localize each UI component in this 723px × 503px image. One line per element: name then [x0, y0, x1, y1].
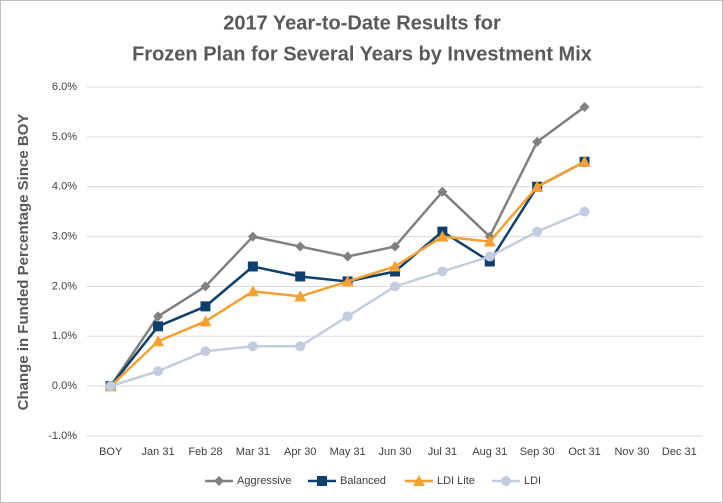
x-tick-label: Jun 30: [378, 446, 411, 458]
chart-title: 2017 Year-to-Date Results for: [223, 12, 501, 34]
data-point: [579, 206, 590, 217]
legend-label: Balanced: [340, 475, 386, 487]
data-point: [295, 341, 306, 352]
data-point: [247, 341, 258, 352]
data-point: [200, 301, 211, 312]
x-tick-label: Feb 28: [188, 446, 222, 458]
data-point: [389, 260, 401, 272]
data-point: [532, 136, 543, 147]
data-point: [200, 281, 211, 292]
data-point: [153, 311, 164, 322]
data-point: [247, 231, 258, 242]
y-tick-label: 3.0%: [52, 230, 77, 242]
x-tick-label: BOY: [99, 446, 123, 458]
legend-marker: [214, 476, 224, 486]
x-tick-label: Jan 31: [142, 446, 175, 458]
data-point: [294, 290, 307, 302]
data-point: [484, 251, 495, 262]
data-point: [199, 315, 212, 327]
data-point: [153, 366, 164, 377]
y-tick-label: 2.0%: [52, 280, 77, 292]
x-tick-label: Oct 31: [568, 446, 600, 458]
data-point: [342, 311, 353, 322]
data-point: [532, 226, 543, 237]
legend-marker: [317, 476, 327, 486]
x-tick-label: Jul 31: [428, 446, 457, 458]
data-point: [437, 266, 448, 277]
y-tick-label: 1.0%: [52, 330, 77, 342]
x-tick-label: Aug 31: [472, 446, 507, 458]
y-tick-label: 0.0%: [52, 380, 77, 392]
data-point: [437, 186, 448, 197]
data-point: [200, 346, 211, 357]
x-tick-label: Mar 31: [236, 446, 270, 458]
x-tick-label: Apr 30: [284, 446, 316, 458]
legend-label: Aggressive: [237, 475, 291, 487]
legend-label: LDI: [524, 475, 541, 487]
data-point: [390, 241, 400, 252]
data-point: [436, 230, 449, 242]
data-point: [342, 251, 353, 262]
data-point: [483, 235, 496, 247]
data-point: [578, 155, 591, 167]
data-point: [247, 261, 258, 272]
data-point: [341, 275, 354, 287]
y-tick-label: 4.0%: [52, 181, 77, 193]
data-point: [579, 101, 590, 112]
data-point: [295, 241, 306, 252]
legend-marker: [413, 475, 425, 486]
y-tick-label: -1.0%: [48, 430, 77, 442]
y-tick-label: 5.0%: [52, 131, 77, 143]
data-point: [531, 180, 544, 192]
data-point: [152, 335, 165, 347]
legend-label: LDI Lite: [437, 475, 475, 487]
data-point: [295, 271, 306, 282]
x-tick-label: Sep 30: [520, 446, 555, 458]
data-point: [105, 381, 116, 392]
chart-title: Frozen Plan for Several Years by Investm…: [132, 43, 592, 65]
data-point: [246, 285, 259, 297]
x-tick-label: May 31: [330, 446, 366, 458]
y-axis-label: Change in Funded Percentage Since BOY: [15, 114, 32, 411]
x-tick-label: Dec 31: [662, 446, 697, 458]
x-tick-label: Nov 30: [614, 446, 649, 458]
y-tick-label: 6.0%: [52, 81, 77, 93]
data-point: [390, 281, 400, 292]
data-point: [153, 321, 164, 332]
legend-marker: [501, 476, 511, 486]
